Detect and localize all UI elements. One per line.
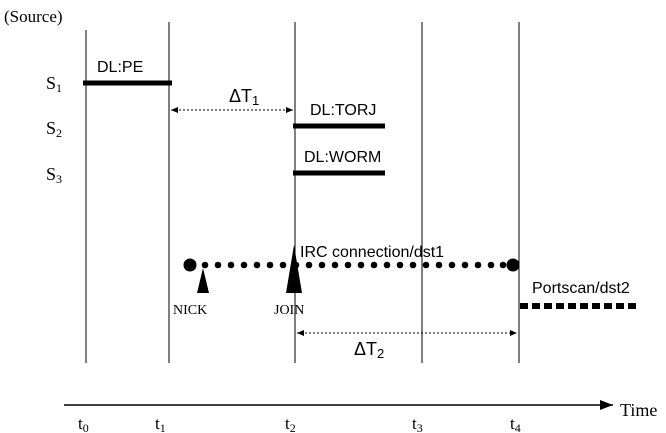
irc-dots [201,261,507,269]
source-label-s3: S3 [46,164,62,186]
irc-connection-label: IRC connection/dst1 [300,244,444,261]
irc-start-dot [183,258,197,272]
tick-label-t3: t3 [412,414,423,433]
tick-label-t0: t0 [78,414,89,433]
join-marker-triangle [286,245,302,293]
tick-label-t1: t1 [155,414,166,433]
tick-label-t2: t2 [285,414,296,433]
interval-dt1-label: ΔT1 [229,86,259,108]
download-label-pe: DL:PE [97,59,143,76]
interval-dt2-label: ΔT2 [354,339,384,361]
source-axis-label: (Source) [4,7,63,26]
download-label-worm: DL:WORM [304,149,381,166]
join-label: JOIN [274,303,304,318]
nick-label: NICK [173,303,207,318]
time-gridlines [85,22,520,363]
source-label-s2: S2 [46,118,62,140]
portscan-label: Portscan/dst2 [532,280,630,297]
irc-end-dot [506,258,520,272]
time-axis-label: Time [620,400,657,420]
tick-label-t4: t4 [510,414,521,433]
download-label-torj: DL:TORJ [310,102,376,119]
source-label-s1: S1 [46,73,62,95]
nick-marker-triangle [197,268,209,293]
